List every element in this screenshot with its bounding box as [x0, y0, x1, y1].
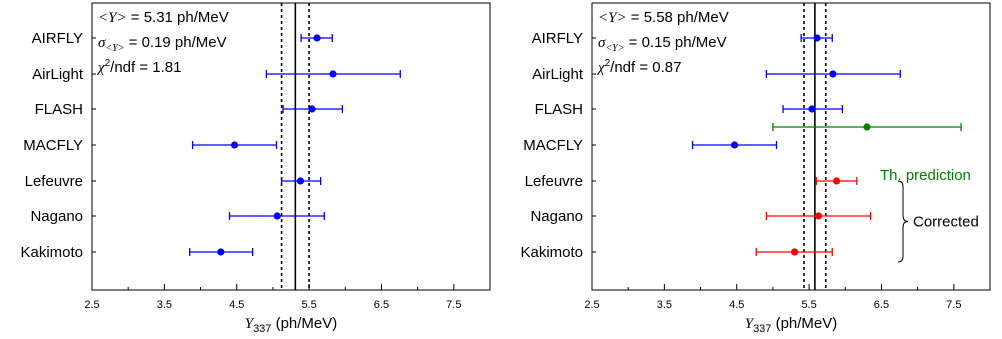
sigma-symbol: σ — [598, 35, 606, 51]
x-tick-label: 2.5 — [584, 299, 599, 311]
x-tick-label: 2.5 — [84, 299, 99, 311]
data-point — [813, 34, 821, 42]
corrected-label: Corrected — [913, 214, 979, 231]
chi2-stat: χ2/ndf = 1.81 — [96, 58, 181, 76]
x-tick-label: 6.5 — [374, 299, 389, 311]
data-point — [808, 105, 816, 113]
mean-stat: <Y> = 5.58 ph/MeV — [598, 9, 729, 26]
category-label: Lefeuvre — [525, 173, 583, 190]
x-tick-label: 4.5 — [729, 299, 744, 311]
sigma-value: = 0.19 ph/MeV — [124, 34, 226, 51]
x-tick-label: 7.5 — [946, 299, 961, 311]
data-point — [814, 212, 823, 220]
sigma-value: = 0.15 ph/MeV — [624, 34, 726, 51]
sigma-subscript: <Y> — [605, 43, 624, 54]
prediction-point — [863, 123, 871, 131]
category-label: Nagano — [530, 208, 583, 225]
x-tick-label: 5.5 — [301, 299, 316, 311]
mean-symbol: <Y> — [98, 10, 127, 26]
mean-stat: <Y> = 5.31 ph/MeV — [98, 9, 229, 26]
data-point — [296, 177, 305, 185]
category-label: Nagano — [30, 208, 83, 225]
mean-value: = 5.58 ph/MeV — [627, 9, 729, 26]
chi-superscript: 2 — [105, 58, 111, 69]
x-tick-label: 6.5 — [874, 299, 889, 311]
prediction-label: Th. prediction — [880, 167, 971, 184]
chi-superscript: 2 — [605, 58, 611, 69]
chi2-value: /ndf = 0.87 — [610, 59, 681, 76]
chi-symbol: χ — [596, 60, 605, 76]
category-label: Lefeuvre — [25, 173, 83, 190]
category-label: FLASH — [35, 101, 83, 118]
chi2-stat: χ2/ndf = 0.87 — [596, 58, 681, 76]
x-tick-label: 7.5 — [446, 299, 461, 311]
category-label: FLASH — [535, 101, 583, 118]
sigma-symbol: σ — [98, 35, 106, 51]
x-tick-label: 5.5 — [801, 299, 816, 311]
data-point — [230, 141, 239, 149]
sigma-stat: σ<Y> = 0.15 ph/MeV — [598, 34, 727, 54]
x-axis-unit: (ph/MeV) — [771, 315, 837, 332]
data-point — [313, 34, 321, 42]
data-point — [791, 248, 799, 256]
chi2-value: /ndf = 1.81 — [110, 59, 181, 76]
data-point — [273, 212, 281, 220]
x-axis-title: Y337 (ph/MeV) — [245, 315, 338, 335]
x-tick-label: 4.5 — [229, 299, 244, 311]
category-label: AirLight — [532, 66, 584, 83]
data-point — [832, 177, 841, 185]
data-point — [329, 70, 337, 78]
x-tick-label: 3.5 — [657, 299, 672, 311]
x-axis-subscript: 337 — [753, 323, 771, 335]
category-label: MACFLY — [523, 137, 583, 154]
x-axis-symbol: Y — [745, 316, 755, 332]
category-label: AIRFLY — [32, 30, 83, 47]
category-label: AIRFLY — [532, 30, 583, 47]
category-label: AirLight — [32, 66, 84, 83]
left-panel: 2.5 3.5 4.5 5.5 6.5 7.5 Y337 (ph/MeV) AIRFLY Air… — [20, 2, 491, 335]
x-axis-subscript: 337 — [253, 323, 271, 335]
data-point — [829, 70, 837, 78]
sigma-subscript: <Y> — [105, 43, 124, 54]
category-label: Kakimoto — [520, 244, 583, 261]
data-point — [730, 141, 739, 149]
mean-symbol: <Y> — [598, 10, 627, 26]
x-axis-symbol: Y — [245, 316, 255, 332]
x-tick-label: 3.5 — [157, 299, 172, 311]
category-label: MACFLY — [23, 137, 83, 154]
corrected-brace — [897, 180, 909, 263]
plot-area — [91, 2, 491, 291]
category-label: Kakimoto — [20, 244, 83, 261]
mean-value: = 5.31 ph/MeV — [127, 9, 229, 26]
data-point — [217, 248, 225, 256]
chi-symbol: χ — [96, 60, 105, 76]
x-axis-unit: (ph/MeV) — [271, 315, 337, 332]
plot-area — [591, 2, 991, 291]
right-panel: 2.5 3.5 4.5 5.5 6.5 7.5 Y337 (ph/MeV) AIRFLY Air… — [520, 2, 991, 335]
sigma-stat: σ<Y> = 0.19 ph/MeV — [98, 34, 227, 54]
data-point — [308, 105, 316, 113]
x-axis-title: Y337 (ph/MeV) — [745, 315, 838, 335]
